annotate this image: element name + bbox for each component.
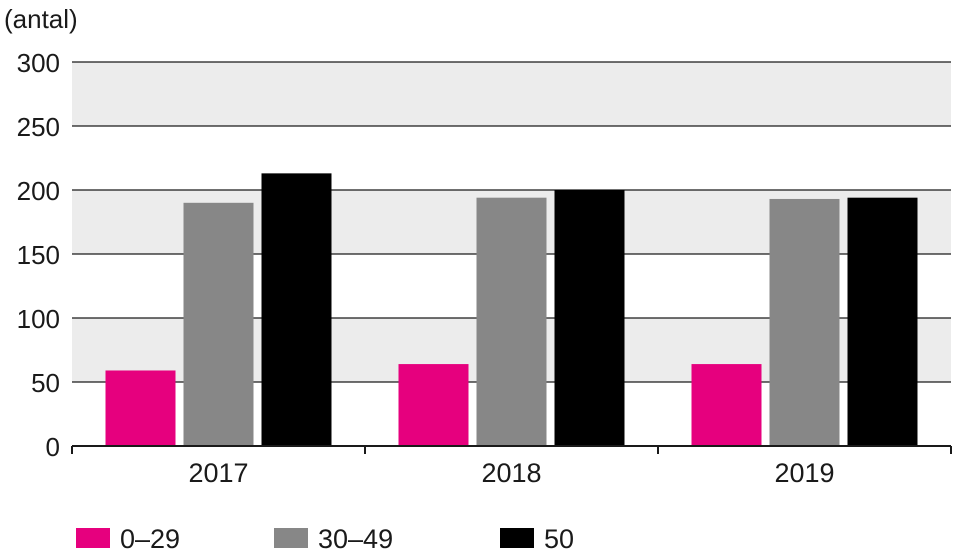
- bars: [105, 173, 918, 447]
- x-category-label: 2017: [188, 458, 248, 488]
- y-tick-label: 100: [17, 304, 60, 334]
- y-tick-label: 150: [17, 240, 60, 270]
- bar-2019-series-3: [847, 197, 918, 446]
- y-tick-label: 200: [17, 176, 60, 206]
- legend: 0–29 30–49 50: [76, 524, 574, 554]
- y-tick-label: 300: [17, 48, 60, 78]
- bar-2018-series-3: [554, 190, 625, 446]
- background-band: [72, 62, 951, 126]
- legend-swatch: [500, 528, 534, 548]
- bar-2018-series-2: [476, 197, 547, 446]
- bar-2017-series-3: [261, 173, 332, 447]
- x-category-label: 2018: [481, 458, 541, 488]
- bar-2018-series-1: [398, 364, 469, 446]
- y-tick-label: 250: [17, 112, 60, 142]
- y-tick-label: 50: [31, 368, 60, 398]
- legend-label: 30–49: [318, 524, 393, 554]
- y-axis-unit-label: (antal): [4, 4, 78, 34]
- y-tick-label: 0: [46, 432, 60, 462]
- x-axis-category-labels: 2017 2018 2019: [188, 458, 834, 488]
- legend-label: 0–29: [120, 524, 180, 554]
- x-category-label: 2019: [774, 458, 834, 488]
- legend-label: 50: [544, 524, 574, 554]
- bar-2017-series-1: [105, 370, 176, 446]
- legend-swatch: [76, 528, 110, 548]
- bar-2019-series-2: [769, 198, 840, 446]
- y-axis-tick-labels: 0 50 100 150 200 250 300: [17, 48, 60, 462]
- legend-swatch: [274, 528, 308, 548]
- bar-2019-series-1: [691, 364, 762, 446]
- x-axis-ticks: [71, 446, 952, 454]
- bar-2017-series-2: [183, 202, 254, 446]
